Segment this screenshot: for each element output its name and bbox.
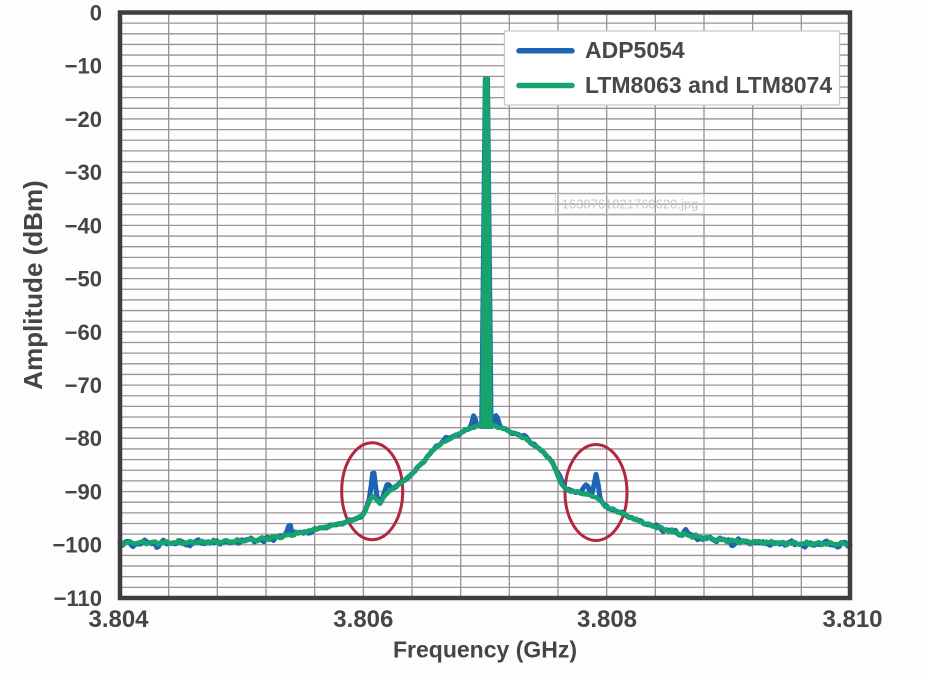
- svg-text:−10: −10: [65, 54, 102, 79]
- svg-text:−70: −70: [65, 373, 102, 398]
- svg-text:1638761821760620.jpg: 1638761821760620.jpg: [562, 197, 699, 212]
- svg-text:−60: −60: [65, 320, 102, 345]
- svg-text:−50: −50: [65, 267, 102, 292]
- svg-text:−20: −20: [65, 107, 102, 132]
- svg-text:−100: −100: [52, 533, 102, 558]
- svg-text:ADP5054: ADP5054: [585, 37, 685, 63]
- svg-text:−90: −90: [65, 479, 102, 504]
- svg-text:LTM8063 and LTM8074: LTM8063 and LTM8074: [585, 72, 832, 98]
- svg-text:−40: −40: [65, 213, 102, 238]
- svg-text:3.804: 3.804: [88, 606, 149, 633]
- svg-text:3.810: 3.810: [822, 606, 882, 633]
- svg-text:−80: −80: [65, 426, 102, 451]
- svg-text:−110: −110: [54, 586, 102, 611]
- svg-text:3.808: 3.808: [577, 606, 637, 633]
- svg-text:3.806: 3.806: [333, 606, 393, 633]
- svg-text:Amplitude (dBm): Amplitude (dBm): [18, 180, 48, 389]
- svg-text:Frequency (GHz): Frequency (GHz): [393, 636, 577, 662]
- svg-text:0: 0: [90, 0, 102, 25]
- svg-text:−30: −30: [65, 160, 102, 185]
